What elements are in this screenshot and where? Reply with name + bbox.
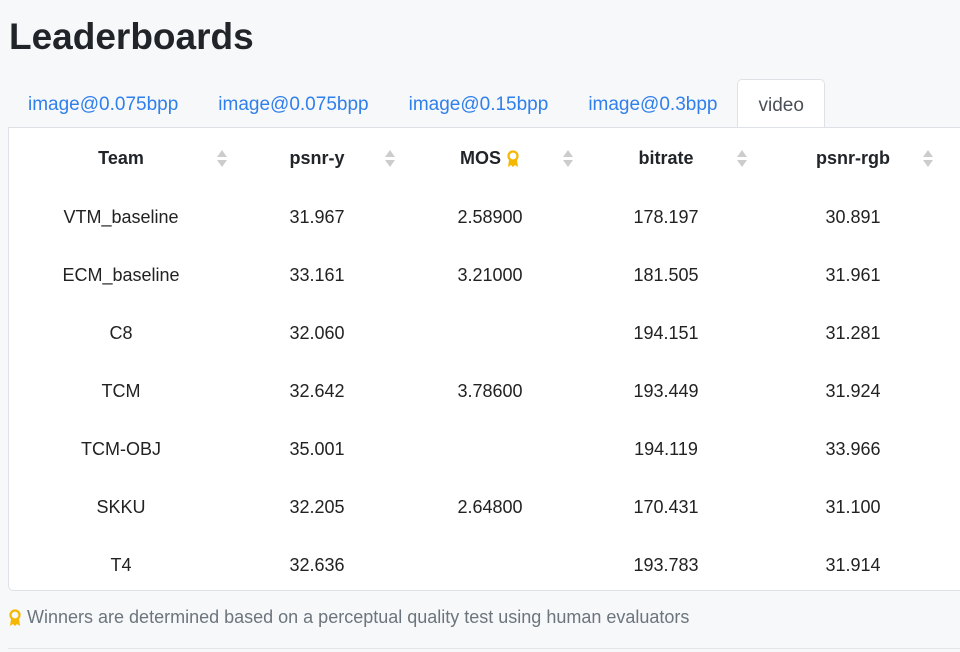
column-header-team[interactable]: Team bbox=[9, 128, 233, 188]
cell-bitrate: 178.197 bbox=[633, 206, 699, 227]
cell-mos bbox=[401, 420, 579, 478]
table-row: T4 32.636 193.783 31.914 bbox=[9, 536, 953, 594]
cell-psnr-rgb: 31.281 bbox=[825, 322, 881, 343]
tab-image-015bpp[interactable]: image@0.15bpp bbox=[408, 94, 549, 115]
cell-team: ECM_baseline bbox=[62, 264, 180, 285]
cell-bitrate: 181.505 bbox=[633, 264, 699, 285]
column-label: Team bbox=[98, 147, 144, 168]
cell-psnr-rgb: 30.891 bbox=[825, 206, 881, 227]
table-row: TCM 32.642 3.78600 193.449 31.924 bbox=[9, 362, 953, 420]
cell-psnr-rgb: 31.100 bbox=[825, 496, 881, 517]
cell-psnr-y: 31.967 bbox=[289, 206, 345, 227]
cell-mos: 2.58900 bbox=[457, 206, 523, 227]
cell-psnr-rgb: 31.924 bbox=[825, 380, 881, 401]
cell-psnr-rgb: 31.914 bbox=[825, 554, 881, 575]
column-label: bitrate bbox=[638, 147, 694, 168]
column-label: MOS bbox=[459, 147, 501, 168]
cell-team: TCM bbox=[101, 380, 141, 401]
cell-mos: 3.21000 bbox=[457, 264, 523, 285]
tab-bar: image@0.075bpp image@0.075bpp image@0.15… bbox=[8, 79, 825, 128]
table-row: VTM_baseline 31.967 2.58900 178.197 30.891 bbox=[9, 188, 953, 246]
column-label: psnr-rgb bbox=[816, 147, 890, 168]
cell-psnr-y: 32.205 bbox=[289, 496, 345, 517]
cell-mos: 3.78600 bbox=[457, 380, 523, 401]
cell-team: C8 bbox=[109, 322, 133, 343]
sort-icon[interactable] bbox=[737, 150, 747, 168]
cell-psnr-y: 35.001 bbox=[289, 438, 345, 459]
footnote: Winners are determined based on a percep… bbox=[8, 607, 689, 628]
cell-team: VTM_baseline bbox=[63, 206, 179, 227]
tab-image-0075bpp-1[interactable]: image@0.075bpp bbox=[28, 94, 179, 115]
table-row: ECM_baseline 33.161 3.21000 181.505 31.961 bbox=[9, 246, 953, 304]
page-title: Leaderboards bbox=[9, 16, 254, 57]
cell-psnr-y: 32.060 bbox=[289, 322, 345, 343]
cell-mos bbox=[401, 304, 579, 362]
cell-bitrate: 170.431 bbox=[633, 496, 699, 517]
column-header-bitrate[interactable]: bitrate bbox=[579, 128, 753, 188]
table-row: TCM-OBJ 35.001 194.119 33.966 bbox=[9, 420, 953, 478]
cell-bitrate: 194.119 bbox=[634, 438, 698, 459]
column-label: psnr-y bbox=[289, 147, 345, 168]
footnote-text: Winners are determined based on a percep… bbox=[27, 607, 690, 627]
cell-team: TCM-OBJ bbox=[81, 438, 161, 459]
cell-bitrate: 193.449 bbox=[633, 380, 699, 401]
sort-icon[interactable] bbox=[385, 150, 395, 168]
award-ribbon-icon bbox=[506, 150, 520, 168]
cell-bitrate: 193.783 bbox=[633, 554, 699, 575]
table-row: C8 32.060 194.151 31.281 bbox=[9, 304, 953, 362]
tab-video[interactable]: video bbox=[737, 79, 825, 128]
cell-mos: 2.64800 bbox=[457, 496, 523, 517]
column-header-psnr-rgb[interactable]: psnr-rgb bbox=[753, 128, 953, 188]
cell-psnr-rgb: 33.966 bbox=[825, 438, 881, 459]
sort-icon[interactable] bbox=[923, 150, 933, 168]
cell-team: T4 bbox=[110, 554, 132, 575]
cell-mos bbox=[401, 536, 579, 594]
table-row: SKKU 32.205 2.64800 170.431 31.100 bbox=[9, 478, 953, 536]
tab-image-0075bpp-2[interactable]: image@0.075bpp bbox=[218, 94, 369, 115]
cell-psnr-y: 32.636 bbox=[289, 554, 345, 575]
cell-team: SKKU bbox=[96, 496, 146, 517]
divider bbox=[8, 648, 960, 649]
cell-psnr-y: 32.642 bbox=[289, 380, 345, 401]
leaderboard-table: Team psnr-y MOS bitrate psnr-rgb VTM_bas… bbox=[9, 128, 953, 594]
column-header-mos[interactable]: MOS bbox=[401, 128, 579, 188]
cell-psnr-y: 33.161 bbox=[289, 264, 345, 285]
leaderboard-card: Team psnr-y MOS bitrate psnr-rgb VTM_bas… bbox=[8, 127, 960, 591]
cell-psnr-rgb: 31.961 bbox=[825, 264, 881, 285]
award-ribbon-icon bbox=[8, 609, 22, 627]
cell-bitrate: 194.151 bbox=[633, 322, 699, 343]
table-header-row: Team psnr-y MOS bitrate psnr-rgb bbox=[9, 128, 953, 188]
column-header-psnr-y[interactable]: psnr-y bbox=[233, 128, 401, 188]
tab-image-03bpp[interactable]: image@0.3bpp bbox=[588, 94, 718, 115]
sort-icon[interactable] bbox=[217, 150, 227, 168]
sort-icon[interactable] bbox=[563, 150, 573, 168]
